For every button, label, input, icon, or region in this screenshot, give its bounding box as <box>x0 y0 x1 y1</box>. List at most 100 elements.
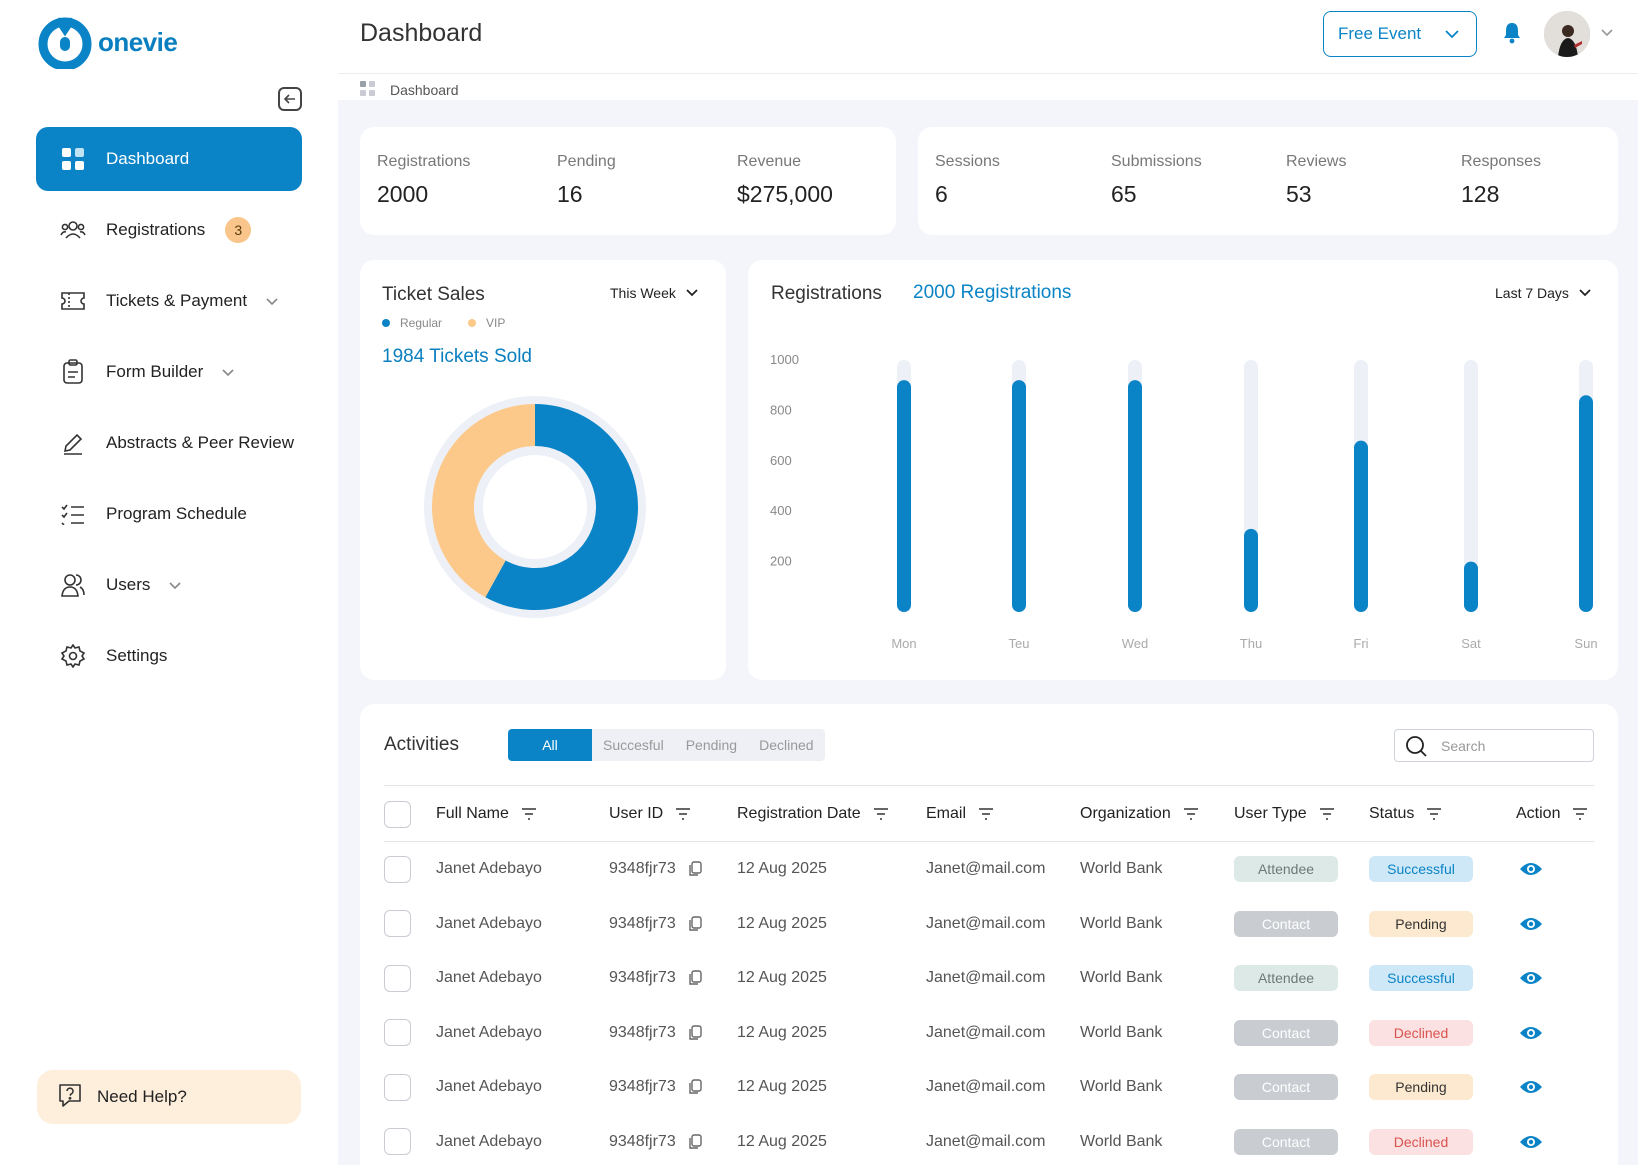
brand-logo[interactable]: onevie <box>38 15 178 69</box>
copy-icon[interactable] <box>688 1079 702 1095</box>
registrations-period-dropdown[interactable]: Last 7 Days <box>1495 285 1591 301</box>
copy-icon[interactable] <box>688 970 702 986</box>
copy-icon[interactable] <box>688 1133 702 1150</box>
registrations-chart-card: Registrations 2000 Registrations Last 7 … <box>748 260 1618 680</box>
sidebar-item-dashboard[interactable]: Dashboard <box>36 127 302 191</box>
chevron-down-icon[interactable] <box>265 294 279 308</box>
clipboard-icon <box>60 359 86 385</box>
user-type-badge: Contact <box>1234 1074 1338 1100</box>
row-checkbox[interactable] <box>384 910 411 937</box>
donut-slice-regular[interactable] <box>485 404 638 610</box>
filter-icon[interactable] <box>675 808 691 820</box>
view-eye-icon[interactable] <box>1519 970 1543 986</box>
collapse-sidebar-icon[interactable] <box>278 87 302 111</box>
bar-mon[interactable] <box>897 380 911 612</box>
column-header-user-type[interactable]: User Type <box>1234 786 1335 842</box>
action-cell <box>1519 897 1543 951</box>
bar-sun[interactable] <box>1579 395 1593 612</box>
row-checkbox[interactable] <box>384 1073 411 1101</box>
status-badge: Declined <box>1369 1128 1473 1155</box>
column-header-organization[interactable]: Organization <box>1080 786 1199 842</box>
search-input[interactable] <box>1441 737 1571 754</box>
tab-all[interactable]: All <box>508 729 592 761</box>
filter-icon[interactable] <box>978 808 994 820</box>
need-help-button[interactable]: Need Help? <box>37 1070 301 1124</box>
filter-icon[interactable] <box>873 808 889 820</box>
sidebar-item-abstracts[interactable]: Abstracts & Peer Review <box>36 411 302 475</box>
row-checkbox[interactable] <box>384 964 411 992</box>
donut-slice-vip[interactable] <box>432 404 536 598</box>
registration-date-cell: 12 Aug 2025 <box>737 860 827 877</box>
copy-icon[interactable] <box>688 861 702 877</box>
sidebar-item-program-schedule[interactable]: Program Schedule <box>36 482 302 546</box>
filter-icon[interactable] <box>1183 808 1199 820</box>
view-eye-icon[interactable] <box>1519 1134 1543 1150</box>
bar-wed[interactable] <box>1128 380 1142 612</box>
filter-icon[interactable] <box>1426 808 1442 820</box>
breadcrumb-item[interactable]: Dashboard <box>390 82 459 98</box>
tab-pending[interactable]: Pending <box>685 737 738 753</box>
action-cell <box>1519 1060 1543 1114</box>
filter-icon[interactable] <box>521 808 537 820</box>
chevron-down-icon[interactable] <box>1600 26 1614 40</box>
ticket-period-dropdown[interactable]: This Week <box>610 285 698 301</box>
row-select-cell <box>384 897 411 951</box>
view-eye-icon[interactable] <box>1519 1025 1543 1041</box>
row-checkbox[interactable] <box>384 1019 411 1046</box>
column-header-status[interactable]: Status <box>1369 786 1442 842</box>
chevron-down-icon[interactable] <box>168 578 182 592</box>
user-type-badge: Contact <box>1234 1019 1338 1046</box>
column-header-user-id[interactable]: User ID <box>609 786 691 842</box>
notification-bell-icon[interactable] <box>1502 22 1522 44</box>
x-tick-label: Thu <box>1240 636 1262 651</box>
sidebar-item-tickets-payment[interactable]: Tickets & Payment <box>36 269 302 333</box>
view-eye-icon[interactable] <box>1519 1079 1543 1095</box>
row-checkbox[interactable] <box>384 1128 411 1155</box>
row-checkbox[interactable] <box>384 855 411 883</box>
column-header-full-name[interactable]: Full Name <box>436 786 537 842</box>
status-cell: Pending <box>1369 897 1473 951</box>
tab-declined[interactable]: Declined <box>759 737 814 753</box>
sidebar-item-registrations[interactable]: Registrations 3 <box>36 198 302 262</box>
email-cell: Janet@mail.com <box>926 860 1046 877</box>
avatar[interactable] <box>1544 11 1590 57</box>
sidebar-item-label: Program Schedule <box>106 504 247 523</box>
action-cell <box>1519 1115 1543 1165</box>
row-select-cell <box>384 842 411 896</box>
user-type-badge: Attendee <box>1234 856 1338 882</box>
status-cell: Successful <box>1369 842 1473 896</box>
filter-icon[interactable] <box>1572 808 1588 820</box>
bar-thu[interactable] <box>1244 528 1258 612</box>
bar-teu[interactable] <box>1012 380 1026 612</box>
status-badge: Declined <box>1369 1019 1473 1046</box>
registrations-bar-chart: 1000 800 600 400 200 Mon Teu Wed Thu Fri Sat Sun <box>770 352 1598 651</box>
ticket-sales-card: Ticket Sales This Week Regular VIP 1984 … <box>360 260 726 680</box>
activities-title: Activities <box>384 734 459 755</box>
table-row: Janet Adebayo 9348fjr73 12 Aug 2025 Janet@m… <box>384 842 1594 896</box>
sidebar-item-label: Abstracts & Peer Review <box>106 433 295 452</box>
column-header-email[interactable]: Email <box>926 786 994 842</box>
bar-fri[interactable] <box>1354 440 1368 612</box>
tab-successful[interactable]: Succesful <box>603 737 664 753</box>
column-header-registration-date[interactable]: Registration Date <box>737 786 889 842</box>
filter-icon[interactable] <box>1319 808 1335 820</box>
user-id-cell: 9348fjr73 <box>609 951 702 1005</box>
stat-label: Sessions <box>935 153 1000 170</box>
copy-icon[interactable] <box>688 915 702 932</box>
select-all-checkbox[interactable] <box>384 800 411 828</box>
stat-label: Reviews <box>1286 153 1347 170</box>
stat-responses: Responses 128 <box>1461 153 1541 208</box>
view-eye-icon[interactable] <box>1519 861 1543 877</box>
event-select[interactable]: Free Event <box>1323 11 1477 57</box>
sidebar-item-users[interactable]: Users <box>36 553 302 617</box>
sidebar-item-label: Form Builder <box>106 362 204 381</box>
sidebar-item-form-builder[interactable]: Form Builder <box>36 340 302 404</box>
column-header-action[interactable]: Action <box>1516 786 1588 842</box>
registration-date-cell: 12 Aug 2025 <box>737 914 827 932</box>
sidebar-item-settings[interactable]: Settings <box>36 624 302 688</box>
bar-sat[interactable] <box>1464 561 1478 612</box>
copy-icon[interactable] <box>688 1024 702 1041</box>
view-eye-icon[interactable] <box>1519 916 1543 932</box>
chevron-down-icon[interactable] <box>221 365 235 379</box>
status-badge: Pending <box>1369 910 1473 937</box>
